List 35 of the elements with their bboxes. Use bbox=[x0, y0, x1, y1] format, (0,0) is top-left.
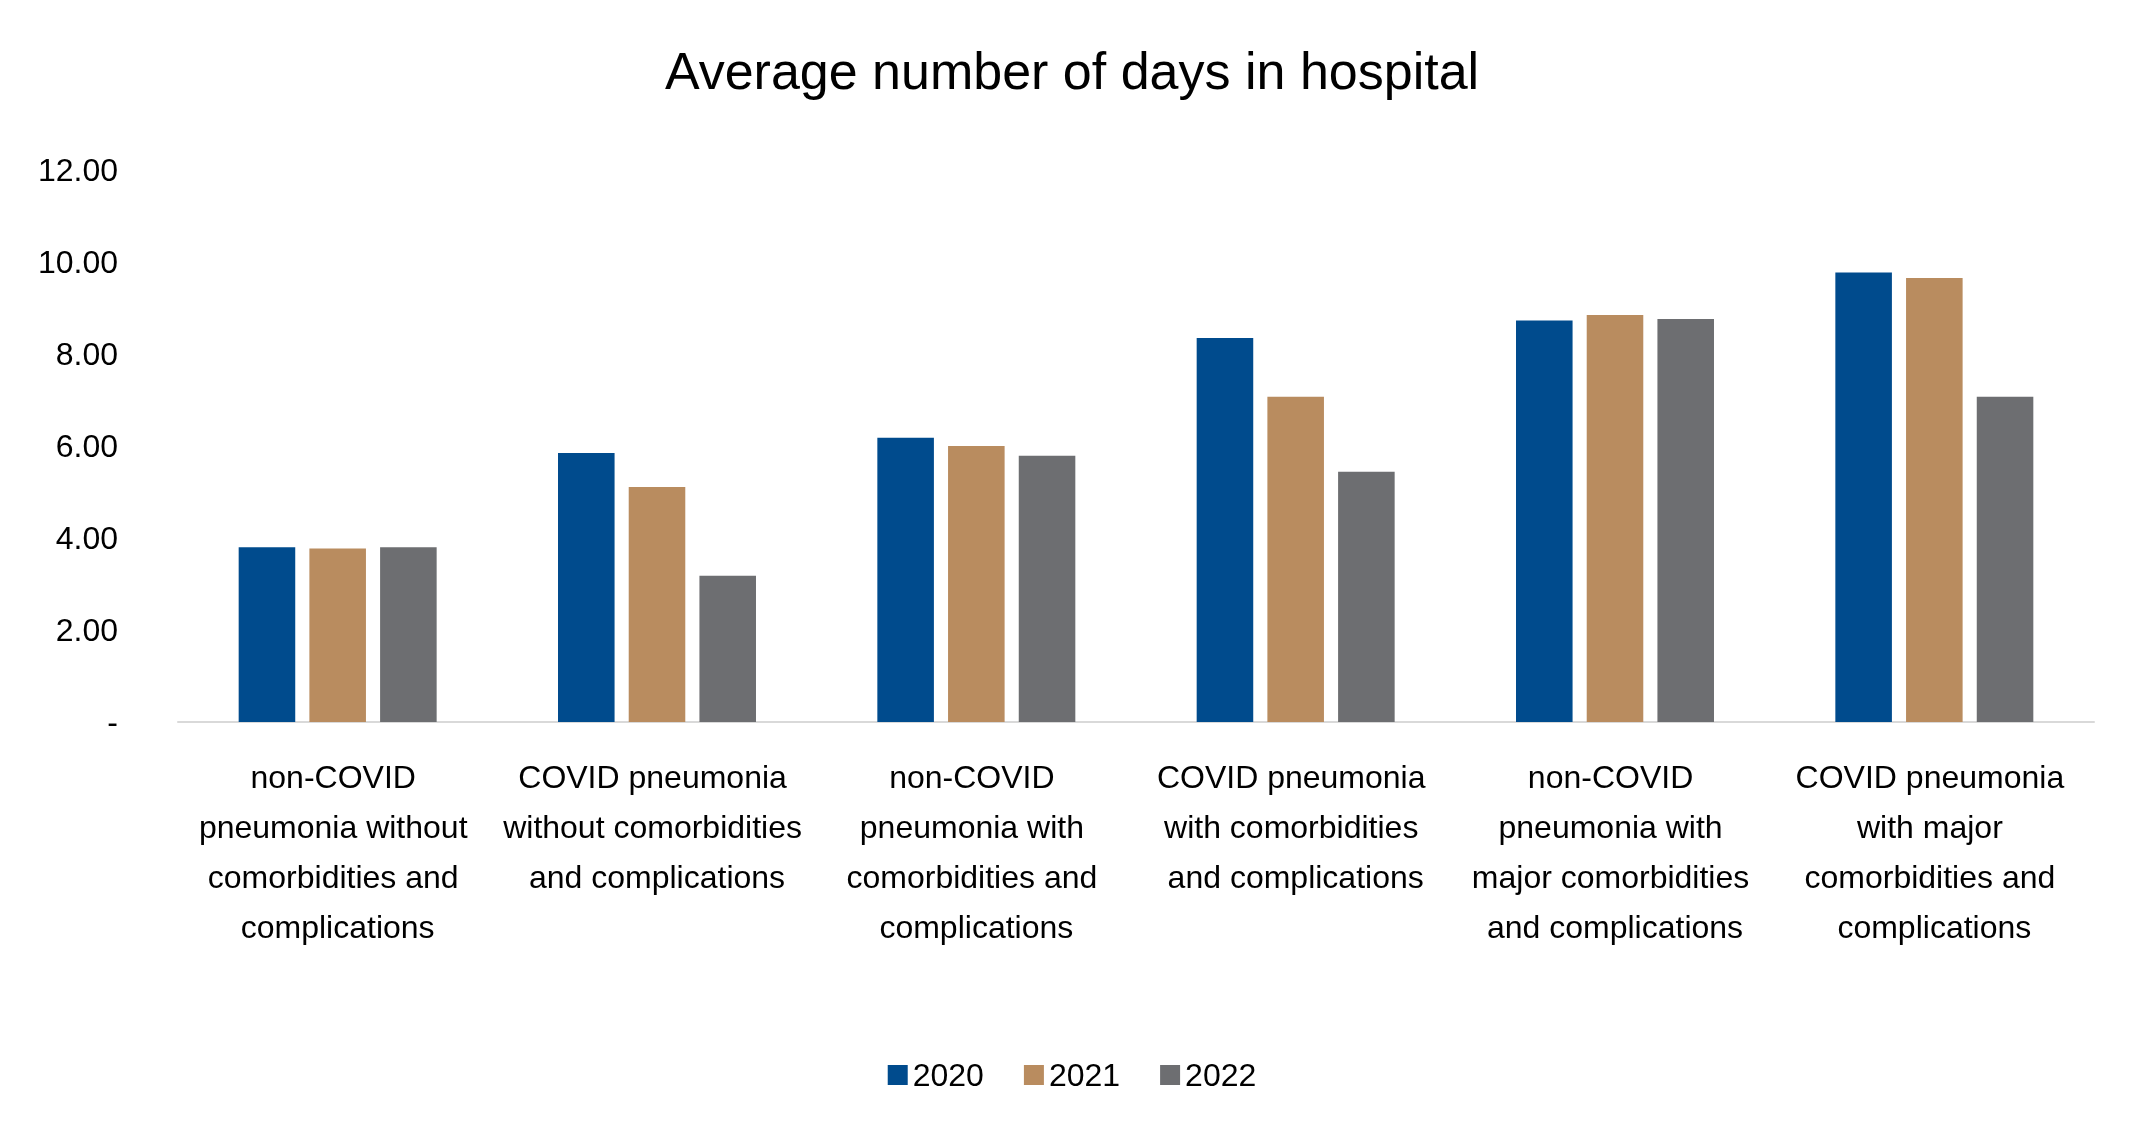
legend-label: 2022 bbox=[1185, 1057, 1257, 1093]
x-tick-label: non-COVID pneumonia without comorbidities and complications bbox=[198, 759, 477, 945]
bar bbox=[699, 575, 756, 722]
bar bbox=[1976, 396, 2034, 722]
y-tick-label: 4.00 bbox=[55, 520, 118, 556]
x-tick-label: COVID pneumonia with comorbidities and complications bbox=[1156, 759, 1435, 895]
legend-label: 2021 bbox=[1048, 1057, 1121, 1093]
y-tick-label: 8.00 bbox=[55, 336, 118, 372]
y-tick-label: 10.00 bbox=[37, 244, 118, 280]
bar bbox=[238, 547, 296, 722]
y-tick-label: 2.00 bbox=[55, 612, 118, 648]
x-tick-label: non-COVID pneumonia with comorbidities and complications bbox=[846, 759, 1107, 945]
bar bbox=[1267, 396, 1324, 722]
bar bbox=[628, 486, 686, 722]
x-tick-label: COVID pneumonia with major comorbidities and complications bbox=[1795, 759, 2074, 945]
bar bbox=[380, 547, 437, 722]
y-tick-label: 6.00 bbox=[55, 428, 118, 464]
bar bbox=[558, 452, 615, 722]
bar bbox=[1586, 314, 1644, 722]
bar bbox=[1657, 319, 1714, 722]
bar bbox=[1835, 272, 1892, 722]
bar bbox=[1516, 320, 1573, 722]
bar bbox=[1906, 278, 1963, 722]
y-tick-label: - bbox=[107, 704, 118, 740]
legend-label: 2020 bbox=[912, 1057, 984, 1093]
chart-title: Average number of days in hospital bbox=[664, 42, 1480, 100]
bar bbox=[309, 548, 366, 722]
y-tick-label: 12.00 bbox=[37, 152, 118, 188]
x-tick-label: COVID pneumonia without comorbidities and complications bbox=[502, 759, 811, 895]
bar bbox=[1338, 471, 1395, 722]
bar bbox=[1018, 455, 1076, 722]
bar bbox=[948, 446, 1005, 722]
x-tick-label: non-COVID pneumonia with major comorbidities and complications bbox=[1471, 759, 1759, 945]
bar bbox=[1196, 337, 1254, 722]
bar bbox=[877, 437, 934, 722]
